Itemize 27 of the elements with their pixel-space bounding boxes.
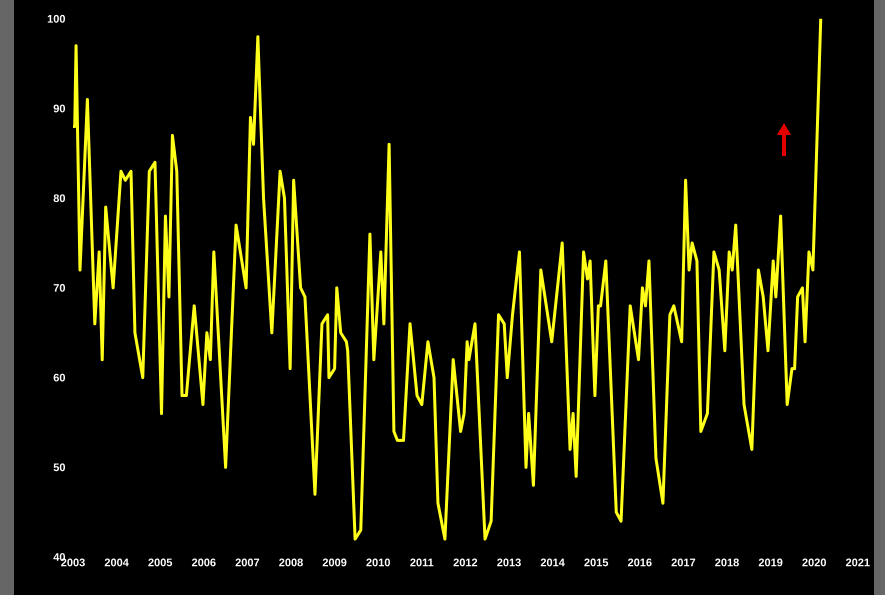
x-tick-label: 2018 xyxy=(715,558,739,566)
y-tick-label: 70 xyxy=(54,284,66,292)
x-tick-label: 2013 xyxy=(497,558,521,566)
y-tick-label: 60 xyxy=(54,374,66,382)
x-tick-label: 2006 xyxy=(192,558,216,566)
x-tick-label: 2004 xyxy=(104,558,129,566)
x-tick-label: 2019 xyxy=(758,558,782,566)
x-tick-label: 2003 xyxy=(61,558,85,566)
y-tick-label: 100 xyxy=(48,14,66,23)
x-tick-label: 2012 xyxy=(454,558,478,566)
x-tick-label: 2009 xyxy=(322,558,346,566)
x-tick-label: 2017 xyxy=(672,558,696,566)
x-tick-label: 2015 xyxy=(584,558,608,566)
x-tick-label: 2005 xyxy=(148,558,172,566)
x-tick-label: 2010 xyxy=(366,558,390,566)
x-tick-label: 2008 xyxy=(279,558,303,566)
x-tick-label: 2007 xyxy=(236,558,260,566)
y-tick-label: 40 xyxy=(53,553,66,561)
x-tick-label: 2021 xyxy=(846,558,870,566)
x-tick-label: 2014 xyxy=(540,558,565,566)
y-tick-label: 90 xyxy=(54,104,66,112)
x-tick-label: 2016 xyxy=(628,558,652,566)
y-tick-label: 50 xyxy=(54,463,66,472)
y-tick-label: 80 xyxy=(54,194,66,202)
x-tick-label: 2011 xyxy=(410,558,434,566)
line-series xyxy=(72,17,822,541)
x-tick-label: 2020 xyxy=(802,558,826,566)
